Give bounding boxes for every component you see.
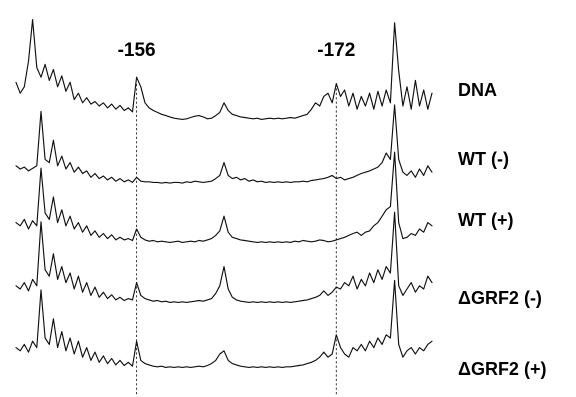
trace-grf2	[15, 279, 433, 368]
marker-guides	[136, 84, 337, 396]
row-label-grf2-minus: ΔGRF2 (-)	[458, 288, 542, 308]
marker-labels: -156 -172	[118, 40, 356, 61]
trace-wt	[15, 104, 433, 184]
trace-group	[15, 19, 433, 368]
row-label-grf2-plus: ΔGRF2 (+)	[458, 359, 546, 379]
row-label-dna: DNA	[458, 80, 497, 100]
trace-grf2	[15, 211, 433, 303]
trace-dna	[15, 19, 433, 120]
marker-label-156: -156	[118, 40, 156, 61]
marker-label-172: -172	[317, 40, 355, 61]
row-labels: DNA WT (-) WT (+) ΔGRF2 (-) ΔGRF2 (+)	[458, 80, 546, 379]
trace-wt	[15, 151, 433, 243]
row-label-wt-plus: WT (+)	[458, 210, 514, 230]
row-label-wt-minus: WT (-)	[458, 149, 509, 169]
